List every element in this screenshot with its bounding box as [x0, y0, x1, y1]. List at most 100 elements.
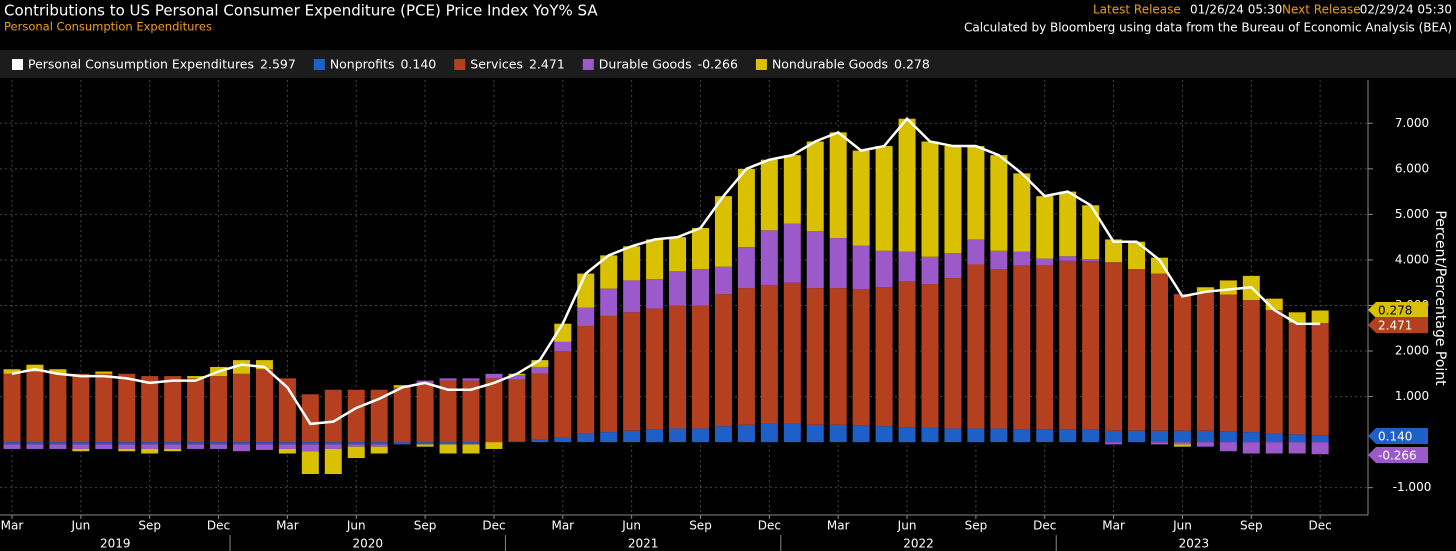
- bar-segment: [95, 373, 113, 443]
- bar-segment: [370, 444, 388, 447]
- bar-segment: [737, 168, 755, 248]
- bar-segment: [95, 442, 113, 445]
- bar-segment: [898, 281, 916, 428]
- bar-segment: [554, 437, 572, 443]
- legend-label: Nondurable Goods: [772, 57, 888, 72]
- bar-segment: [714, 196, 732, 267]
- bar-segment: [508, 441, 526, 443]
- bar-segment: [990, 428, 1008, 443]
- pce-line: [11, 116, 1321, 426]
- bar-segment: [416, 444, 434, 447]
- bar-segment: [485, 373, 503, 379]
- legend-label: Personal Consumption Expenditures: [28, 57, 254, 72]
- bar-segment: [301, 444, 319, 452]
- bar-segment: [783, 155, 801, 224]
- bar-segment: [1128, 241, 1146, 270]
- bar-segment: [187, 378, 205, 443]
- bar-segment: [623, 280, 641, 313]
- bar-segment: [737, 247, 755, 289]
- bar-segment: [1288, 312, 1306, 323]
- bar-segment: [783, 223, 801, 283]
- bar-segment: [1219, 431, 1237, 443]
- bar-segment: [1128, 269, 1146, 431]
- bar-segment: [600, 288, 618, 316]
- x-tick-label: Jun: [70, 519, 90, 533]
- bar-segment: [301, 442, 319, 445]
- legend-label: Nonprofits: [330, 57, 395, 72]
- bar-segment: [875, 146, 893, 251]
- bar-segment: [164, 442, 182, 445]
- bar-segment: [829, 238, 847, 289]
- bar-segment: [737, 288, 755, 425]
- bar-segment: [26, 371, 44, 443]
- bar-segment: [416, 442, 434, 445]
- bar-segment: [462, 444, 480, 454]
- bar-segment: [1082, 205, 1100, 260]
- bar-segment: [141, 444, 159, 449]
- chart-title: Contributions to US Personal Consumer Ex…: [4, 2, 598, 20]
- bar-segment: [187, 442, 205, 445]
- x-tick-label: Sep: [965, 519, 988, 533]
- bar-segment: [714, 426, 732, 443]
- bar-segment: [577, 307, 595, 326]
- bar-segment: [829, 424, 847, 443]
- legend-swatch: [755, 59, 767, 70]
- bar-segment: [944, 253, 962, 279]
- bar-segment: [714, 294, 732, 427]
- bar-segment: [72, 442, 90, 445]
- x-year-label: 2020: [352, 537, 383, 551]
- bar-segment: [852, 245, 870, 290]
- bar-segment: [829, 288, 847, 425]
- bar-segment: [1082, 261, 1100, 430]
- bar-segment: [944, 278, 962, 429]
- bar-segment: [3, 369, 21, 374]
- y-tick-label: 5.000: [1395, 207, 1429, 221]
- bar-segment: [921, 141, 939, 257]
- bar-segment: [1265, 442, 1283, 454]
- bar-segment: [714, 266, 732, 295]
- bar-segment: [1173, 294, 1191, 431]
- bar-segment: [393, 442, 411, 445]
- bar-segment: [187, 376, 205, 379]
- bar-segment: [531, 366, 549, 374]
- bar-segment: [26, 442, 44, 445]
- bar-segment: [1013, 251, 1031, 266]
- x-tick-label: Dec: [482, 519, 505, 533]
- legend-band: [0, 50, 1456, 78]
- bar-segment: [118, 444, 136, 449]
- bar-segment: [370, 442, 388, 445]
- bar-segment: [600, 432, 618, 443]
- bar-segment: [49, 373, 67, 443]
- bar-segment: [1311, 323, 1329, 436]
- next-release-label: Next Release: [1282, 3, 1361, 17]
- value-tag: [1368, 317, 1428, 333]
- bar-segment: [1128, 430, 1146, 443]
- legend-swatch: [582, 59, 594, 70]
- bar-segment: [1105, 239, 1123, 263]
- bar-segment: [462, 380, 480, 443]
- legend-value: -0.266: [698, 57, 738, 72]
- legend-value: 2.597: [260, 57, 296, 72]
- bar-segment: [1082, 429, 1100, 443]
- x-tick-label: Sep: [138, 519, 161, 533]
- bar-segment: [646, 279, 664, 309]
- bar-segment: [72, 444, 90, 449]
- bar-segment: [347, 389, 365, 443]
- x-tick-label: Sep: [1240, 519, 1263, 533]
- bar-segment: [760, 159, 778, 231]
- bar-segment: [278, 442, 296, 445]
- legend-label: Durable Goods: [599, 57, 692, 72]
- bar-segment: [1105, 262, 1123, 431]
- bar-segment: [347, 444, 365, 447]
- bar-segment: [439, 380, 457, 443]
- bar-segment: [1013, 265, 1031, 430]
- bar-segment: [669, 305, 687, 429]
- next-release: 02/29/24 05:30: [1360, 3, 1452, 17]
- bar-segment: [118, 448, 136, 452]
- bar-segment: [898, 427, 916, 443]
- bar-segment: [118, 442, 136, 445]
- bar-segment: [508, 379, 526, 442]
- value-tag: [1368, 302, 1428, 318]
- bar-segment: [1196, 442, 1214, 447]
